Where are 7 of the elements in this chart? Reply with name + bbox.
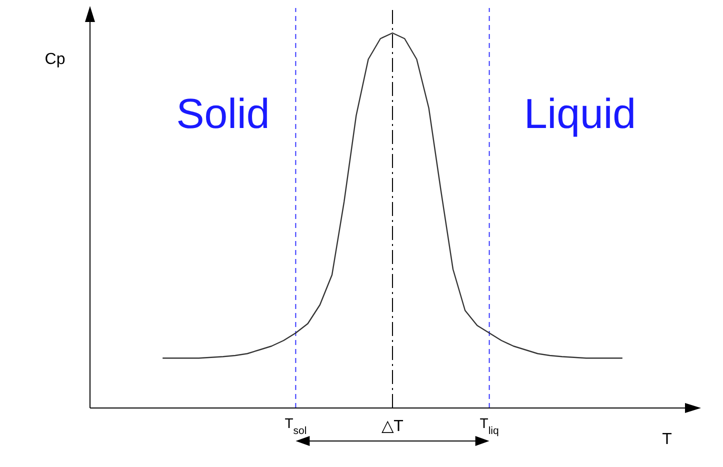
x-tick-label: T$_{liq}$ — [480, 415, 499, 437]
y-axis-title: Cp — [44, 51, 66, 68]
annotation: Liquid — [524, 90, 636, 137]
text: △T — [382, 418, 404, 435]
x-axis-title: T — [662, 431, 672, 448]
annotation: Solid — [176, 90, 270, 137]
x-tick-label: T$_{sol}$ — [284, 415, 307, 437]
